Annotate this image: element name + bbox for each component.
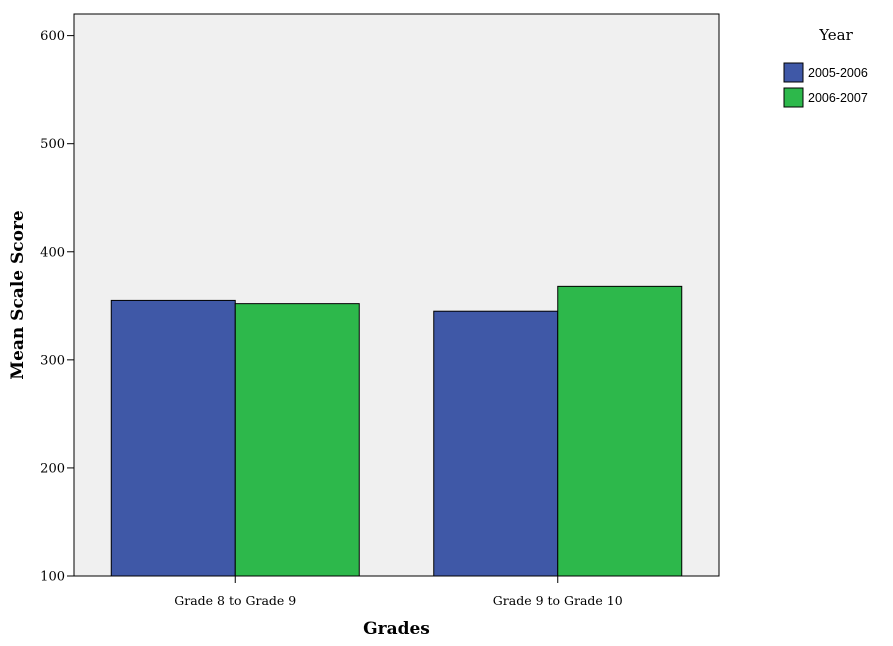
legend-label-1: 2005-2006 xyxy=(808,66,868,80)
bar-1-2 xyxy=(433,310,559,577)
bar-2-1 xyxy=(234,303,360,577)
y-tick-label: 200 xyxy=(40,461,65,476)
x-axis: Grade 8 to Grade 9 Grade 9 to Grade 10 xyxy=(174,576,623,608)
bar-1-1 xyxy=(110,299,236,577)
y-axis: 100 200 300 400 500 600 xyxy=(40,29,74,585)
bars-group xyxy=(110,285,683,577)
legend-label-2: 2006-2007 xyxy=(808,91,868,105)
x-axis-title: Grades xyxy=(363,619,430,639)
y-tick-label: 400 xyxy=(40,245,65,260)
y-tick-label: 600 xyxy=(40,29,65,44)
legend-swatch-2 xyxy=(783,87,804,108)
x-tick-label: Grade 8 to Grade 9 xyxy=(174,593,296,608)
legend-swatch-1 xyxy=(783,62,804,83)
x-tick-label: Grade 9 to Grade 10 xyxy=(493,593,623,608)
bar-2-2 xyxy=(557,285,683,577)
y-tick-label: 100 xyxy=(40,570,65,585)
y-tick-label: 500 xyxy=(40,137,65,152)
legend-title: Year xyxy=(818,26,853,44)
y-tick-label: 300 xyxy=(40,353,65,368)
y-axis-title: Mean Scale Score xyxy=(8,210,28,380)
legend: Year 2005-2006 2006-2007 xyxy=(783,26,868,108)
